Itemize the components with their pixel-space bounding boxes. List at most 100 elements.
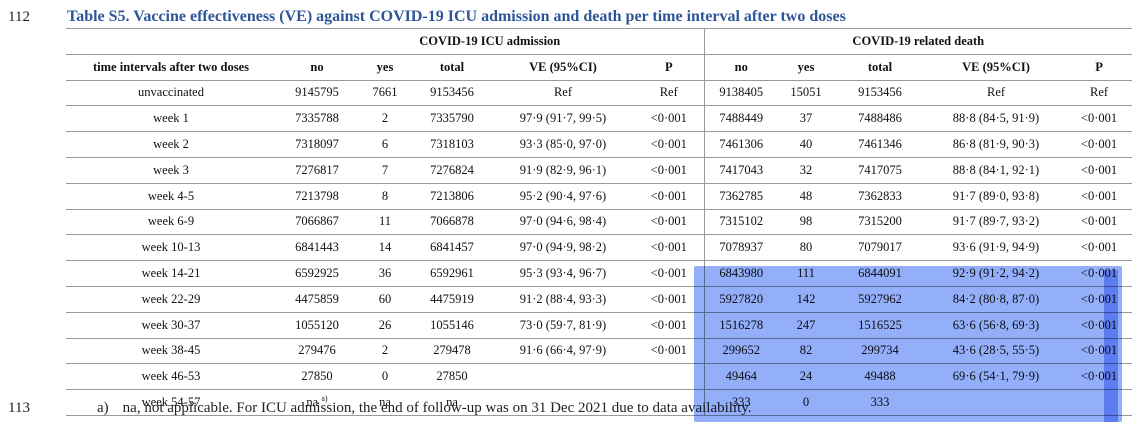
table-cell: 0 bbox=[358, 363, 412, 391]
table-cell: <0·001 bbox=[634, 285, 705, 313]
table-cell: 7315102 bbox=[703, 208, 779, 236]
table-cell: 7315200 bbox=[834, 208, 927, 236]
table-cell: 2 bbox=[358, 337, 412, 365]
table-cell: 2 bbox=[358, 105, 412, 133]
table-cell: 88·8 (84·1, 92·1) bbox=[926, 156, 1067, 184]
table-cell: 7488486 bbox=[834, 105, 927, 133]
table-cell: 91·6 (66·4, 97·9) bbox=[492, 337, 634, 365]
column-header-1: no bbox=[276, 53, 358, 81]
column-header-3: total bbox=[412, 53, 492, 81]
table-cell: 14 bbox=[358, 234, 412, 262]
table-cell: 7318103 bbox=[412, 131, 492, 158]
table-cell: 7066867 bbox=[276, 208, 358, 236]
table-cell: 93·3 (85·0, 97·0) bbox=[492, 131, 634, 158]
table-cell: 6841443 bbox=[276, 234, 358, 262]
table-row: week 2 7318097 6 7318103 93·3 (85·0, 97·0) <0… bbox=[66, 131, 1133, 158]
table-row: week 1 7335788 2 7335790 97·9 (91·7, 99·5) <0… bbox=[66, 105, 1133, 133]
group-header-row: COVID-19 ICU admission COVID-19 related … bbox=[66, 28, 1133, 55]
table-cell: Ref bbox=[492, 79, 634, 107]
table-cell: 7079017 bbox=[834, 234, 927, 262]
table-cell: 7335788 bbox=[276, 105, 358, 133]
table-cell: 4475859 bbox=[276, 285, 358, 313]
table-cell bbox=[492, 389, 634, 416]
table-cell: na a) bbox=[276, 389, 358, 416]
table-cell: <0·001 bbox=[1066, 105, 1133, 133]
table-cell: 86·8 (81·9, 90·3) bbox=[926, 131, 1067, 158]
footnote-text: na, not applicable. For ICU admission, t… bbox=[122, 400, 752, 416]
table-cell: 7213806 bbox=[412, 182, 492, 210]
table-cell: 7213798 bbox=[276, 182, 358, 210]
table-cell: week 30-37 bbox=[66, 311, 276, 339]
table-cell: 7461346 bbox=[834, 131, 927, 158]
table-cell: 40 bbox=[778, 131, 835, 158]
table-cell: week 4-5 bbox=[66, 182, 276, 210]
table-cell: 7417043 bbox=[703, 156, 779, 184]
table-row: week 10-13 6841443 14 6841457 97·0 (94·9, 98… bbox=[66, 234, 1133, 262]
na-footnote-marker: a) bbox=[321, 394, 328, 404]
table-cell: 6 bbox=[358, 131, 412, 158]
table-cell: <0·001 bbox=[634, 182, 705, 210]
table-cell: 88·8 (84·5, 91·9) bbox=[926, 105, 1067, 133]
table-cell: 15051 bbox=[778, 79, 835, 107]
table-cell: 7661 bbox=[358, 79, 412, 107]
column-header-10: P bbox=[1066, 53, 1133, 81]
table-cell: 98 bbox=[778, 208, 835, 236]
column-header-0: time intervals after two doses bbox=[66, 53, 276, 81]
footnote: a) na, not applicable. For ICU admission,… bbox=[97, 400, 752, 417]
table-cell: 7461306 bbox=[703, 131, 779, 158]
table-cell: 73·0 (59·7, 81·9) bbox=[492, 311, 634, 339]
table-cell: 37 bbox=[778, 105, 835, 133]
table-cell: <0·001 bbox=[1066, 208, 1133, 236]
table-cell: week 54-57 bbox=[66, 389, 276, 416]
table-cell: 7078937 bbox=[703, 234, 779, 262]
table-cell: 7066878 bbox=[412, 208, 492, 236]
table-cell: <0·001 bbox=[1066, 156, 1133, 184]
table-row: week 46-532785002785049464244948869·6 (5… bbox=[66, 363, 1133, 391]
table-cell: 7417075 bbox=[834, 156, 927, 184]
footnote-mark: a) bbox=[97, 400, 109, 416]
table-cell: 9153456 bbox=[412, 79, 492, 107]
column-header-4: VE (95%CI) bbox=[492, 53, 634, 81]
table-cell: 9145795 bbox=[276, 79, 358, 107]
table-cell: 6841457 bbox=[412, 234, 492, 262]
line-number-bottom: 113 bbox=[8, 400, 30, 416]
table-cell: 7276824 bbox=[412, 156, 492, 184]
table-cell: 27850 bbox=[412, 363, 492, 391]
table-cell: 95·3 (93·4, 96·7) bbox=[492, 260, 634, 287]
table-cell: <0·001 bbox=[634, 208, 705, 236]
table-cell: <0·001 bbox=[634, 260, 705, 287]
group-header-death: COVID-19 related death bbox=[703, 28, 1133, 55]
table-title: Table S5. Vaccine effectiveness (VE) aga… bbox=[67, 8, 846, 25]
column-header-9: VE (95%CI) bbox=[926, 53, 1067, 81]
column-header-8: total bbox=[834, 53, 927, 81]
table-cell: 279478 bbox=[412, 337, 492, 365]
table-cell: Ref bbox=[1066, 79, 1133, 107]
table-cell: 8 bbox=[358, 182, 412, 210]
table-cell: 91·9 (82·9, 96·1) bbox=[492, 156, 634, 184]
ve-table: COVID-19 ICU admission COVID-19 related … bbox=[66, 28, 1133, 416]
table-cell: 4475919 bbox=[412, 285, 492, 313]
table-cell: week 1 bbox=[66, 105, 276, 133]
table-cell: <0·001 bbox=[1066, 182, 1133, 210]
table-cell: 93·6 (91·9, 94·9) bbox=[926, 234, 1067, 262]
selection-highlight-edge bbox=[1104, 270, 1118, 422]
table-cell: <0·001 bbox=[634, 131, 705, 158]
table-cell: 48 bbox=[778, 182, 835, 210]
table-cell bbox=[492, 363, 634, 391]
table-cell: <0·001 bbox=[634, 105, 705, 133]
table-cell: 80 bbox=[778, 234, 835, 262]
table-cell: 7 bbox=[358, 156, 412, 184]
table-cell: 91·7 (89·7, 93·2) bbox=[926, 208, 1067, 236]
table-cell: 7276817 bbox=[276, 156, 358, 184]
column-header-5: P bbox=[634, 53, 705, 81]
table-cell: 279476 bbox=[276, 337, 358, 365]
table-cell: 91·7 (89·0, 93·8) bbox=[926, 182, 1067, 210]
table-cell: 97·9 (91·7, 99·5) bbox=[492, 105, 634, 133]
table-cell: week 3 bbox=[66, 156, 276, 184]
table-cell: 27850 bbox=[276, 363, 358, 391]
table-cell: week 2 bbox=[66, 131, 276, 158]
table-cell: <0·001 bbox=[634, 234, 705, 262]
table-cell: 1055146 bbox=[412, 311, 492, 339]
column-header-7: yes bbox=[778, 53, 835, 81]
table-cell: 7318097 bbox=[276, 131, 358, 158]
